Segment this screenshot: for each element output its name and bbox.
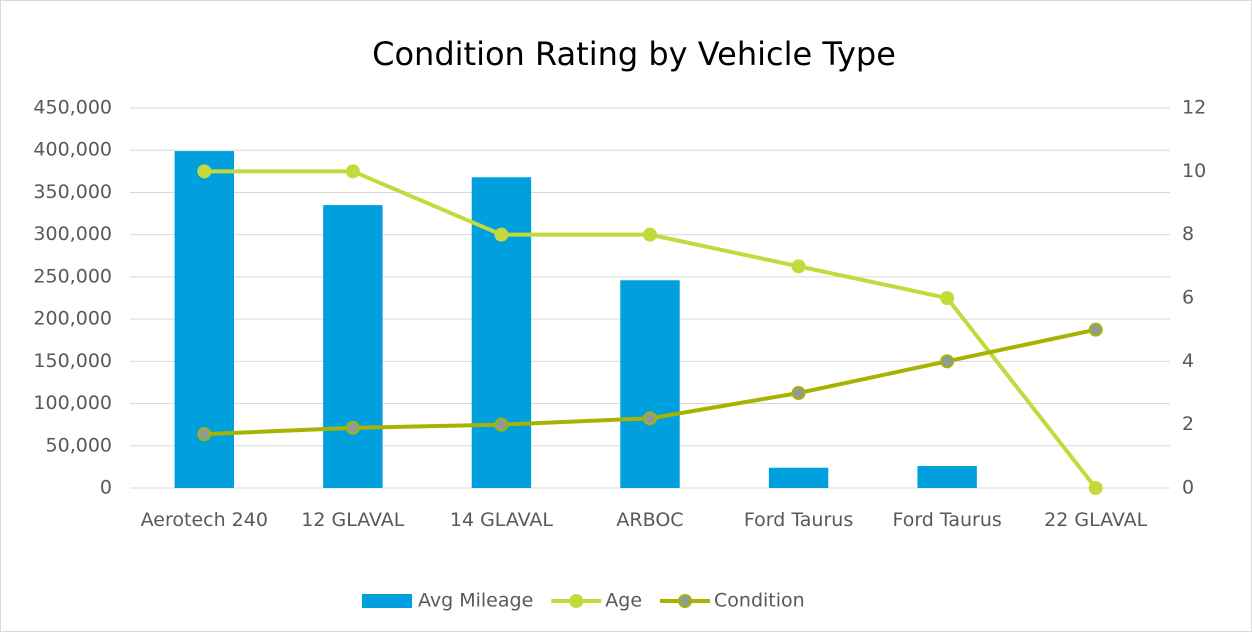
y2-tick-label: 6 — [1182, 287, 1194, 309]
line-marker — [1088, 322, 1103, 337]
bar — [917, 466, 977, 488]
y-tick-label: 150,000 — [33, 350, 112, 372]
x-tick-label: Ford Taurus — [743, 509, 854, 531]
x-tick-label: 12 GLAVAL — [301, 509, 405, 531]
line-marker — [791, 259, 806, 274]
x-tick-label: 14 GLAVAL — [449, 509, 553, 531]
y-tick-label: 400,000 — [33, 139, 112, 161]
y-tick-label: 200,000 — [33, 308, 112, 330]
x-tick-label: 22 GLAVAL — [1044, 509, 1148, 531]
x-tick-label: ARBOC — [616, 509, 684, 531]
chart-title: Condition Rating by Vehicle Type — [372, 35, 896, 73]
line-marker — [1088, 481, 1103, 495]
line-marker — [197, 427, 212, 442]
bar — [620, 280, 680, 488]
line-marker — [345, 164, 360, 179]
line-marker — [643, 411, 657, 426]
line-marker — [643, 227, 657, 242]
y-tick-label: 0 — [100, 477, 112, 499]
y-tick-label: 300,000 — [33, 223, 112, 245]
legend-swatch — [362, 594, 412, 608]
legend-marker — [678, 594, 693, 608]
y2-tick-label: 4 — [1182, 350, 1194, 372]
y2-tick-label: 0 — [1182, 477, 1194, 499]
y-tick-label: 250,000 — [33, 265, 112, 287]
line-marker — [197, 164, 212, 179]
line-marker — [791, 386, 806, 400]
y-tick-label: 450,000 — [33, 97, 112, 119]
y-tick-label: 100,000 — [33, 392, 112, 414]
y-tick-label: 350,000 — [33, 181, 112, 203]
x-tick-label: Aerotech 240 — [140, 509, 268, 531]
line-marker — [940, 291, 955, 305]
y-tick-label: 50,000 — [46, 434, 112, 456]
y2-tick-label: 2 — [1182, 413, 1194, 435]
line-marker — [345, 420, 360, 435]
y2-tick-label: 12 — [1182, 97, 1206, 119]
bar — [768, 467, 829, 488]
y2-tick-label: 10 — [1182, 160, 1206, 182]
legend-marker — [569, 594, 584, 608]
y2-tick-label: 8 — [1182, 223, 1194, 245]
x-tick-label: Ford Taurus — [892, 509, 1002, 531]
line-marker — [494, 227, 509, 242]
legend-label: Avg Mileage — [418, 590, 533, 612]
line-marker — [940, 354, 955, 369]
legend-label: Condition — [714, 590, 805, 612]
legend-label: Age — [605, 590, 642, 612]
line-marker — [494, 417, 509, 432]
bar — [323, 205, 383, 488]
